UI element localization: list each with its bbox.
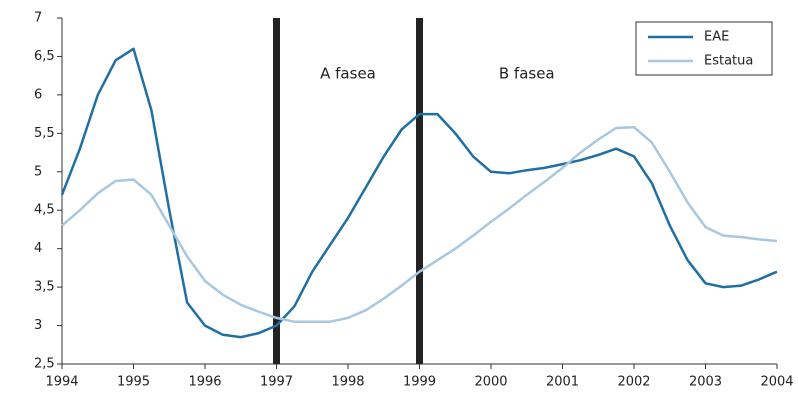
y-tick-label: 4	[34, 241, 42, 256]
y-tick-label: 3	[34, 318, 42, 333]
y-tick-label: 4,5	[34, 203, 55, 218]
y-tick-label: 3,5	[34, 280, 55, 295]
legend-label: EAE	[704, 30, 729, 45]
y-tick-label: 7	[34, 11, 42, 26]
series-line	[60, 47, 778, 339]
series-line	[61, 125, 778, 323]
y-tick-label: 5	[34, 164, 42, 179]
y-tick-label: 6,5	[34, 49, 55, 64]
x-tick-label: 2003	[689, 375, 722, 390]
x-tick-label: 2004	[760, 375, 793, 390]
x-tick-label: 1994	[45, 375, 78, 390]
legend-label: Estatua	[704, 54, 753, 69]
x-tick-label: 1997	[260, 375, 293, 390]
x-tick-label: 1996	[188, 375, 221, 390]
x-tick-label: 1998	[331, 375, 364, 390]
x-tick-label: 2001	[546, 375, 579, 390]
y-tick-label: 5,5	[34, 126, 55, 141]
y-tick-label: 2,5	[34, 357, 55, 372]
annotation: B fasea	[499, 65, 555, 83]
annotation: A fasea	[320, 65, 376, 83]
x-tick-label: 1995	[117, 375, 150, 390]
y-tick-label: 6	[34, 87, 42, 102]
legend-box	[635, 21, 773, 76]
x-tick-label: 2000	[474, 375, 507, 390]
x-tick-label: 1999	[403, 375, 436, 390]
x-tick-label: 2002	[617, 375, 650, 390]
